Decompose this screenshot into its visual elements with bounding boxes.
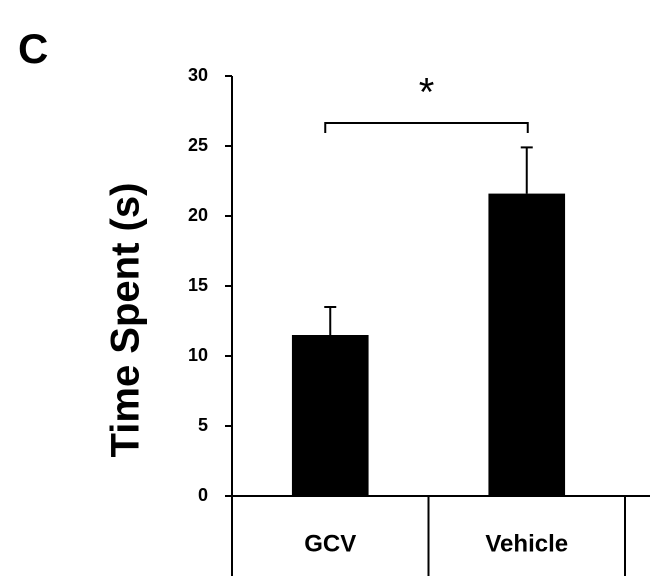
bar — [488, 193, 566, 496]
y-tick-label: 5 — [198, 415, 208, 435]
x-tick-label: GCV — [304, 530, 356, 557]
significance-label: * — [419, 71, 435, 115]
y-tick-label: 15 — [188, 275, 208, 295]
y-tick-label: 0 — [198, 485, 208, 505]
panel-label: C — [18, 25, 48, 72]
x-tick-label: Vehicle — [485, 530, 568, 557]
y-tick-label: 10 — [188, 345, 208, 365]
bar — [291, 335, 369, 496]
y-tick-label: 25 — [188, 135, 208, 155]
significance-bracket — [324, 122, 529, 133]
y-tick-label: 20 — [188, 205, 208, 225]
y-tick-label: 30 — [188, 65, 208, 85]
y-axis-title: Time Spent (s) — [104, 183, 148, 458]
